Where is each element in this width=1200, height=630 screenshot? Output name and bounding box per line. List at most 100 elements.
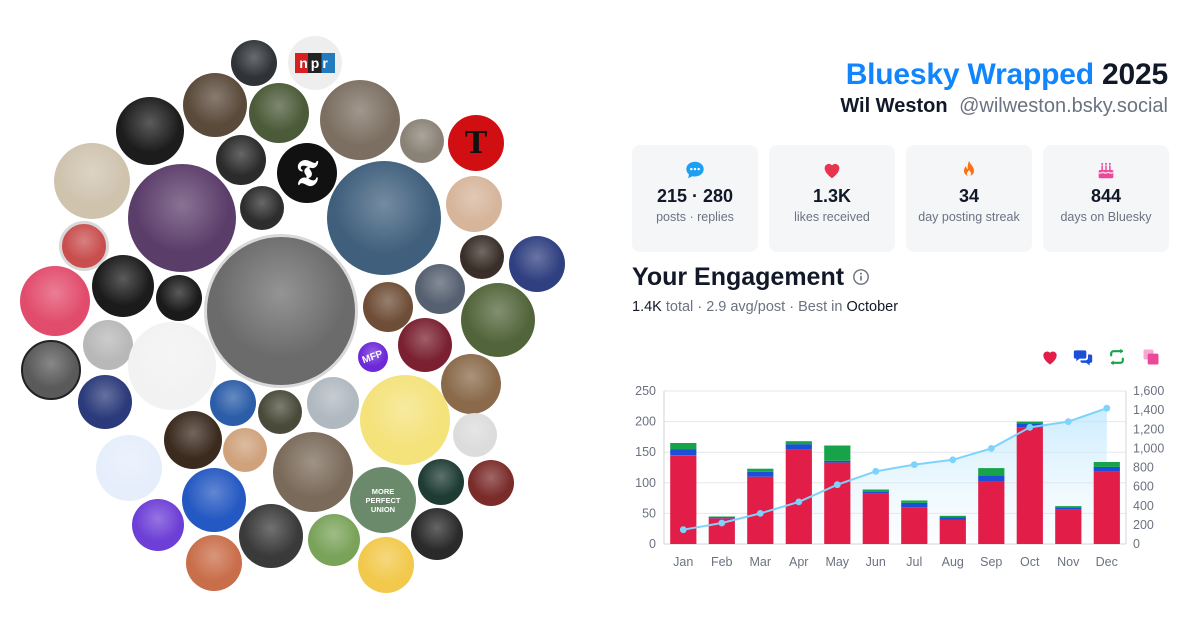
avatar-boy[interactable] (363, 282, 413, 332)
avatar-bw-man[interactable] (360, 375, 450, 465)
avatar-man-hat[interactable] (418, 459, 464, 505)
repost-icon[interactable] (1107, 347, 1127, 367)
user-line: Wil Weston @wilweston.bsky.social (840, 95, 1168, 118)
avatar-man-party[interactable] (132, 499, 184, 551)
avatar-possum[interactable] (20, 266, 90, 336)
nyt-logo[interactable]: 𝕿 (277, 143, 337, 203)
bar-segment (1016, 427, 1043, 544)
avatar-blonde-woman[interactable] (54, 143, 130, 219)
avatar-bottle[interactable] (441, 354, 501, 414)
avatar-young-man[interactable] (182, 468, 246, 532)
info-icon[interactable] (852, 268, 870, 286)
avatar-musician[interactable] (400, 119, 444, 163)
y-left-tick-label: 250 (635, 384, 656, 398)
avatar-man-tie[interactable] (411, 508, 463, 560)
avatar-suit-man[interactable] (415, 264, 465, 314)
avatar-bald-glasses[interactable] (83, 320, 133, 370)
stat-card-days: 844 days on Bluesky (1043, 145, 1169, 252)
page-title: Bluesky Wrapped 2025 (846, 58, 1168, 92)
avatar-woman-dark[interactable] (453, 413, 497, 457)
bar-segment (824, 462, 851, 544)
avatar-bearded-man[interactable] (216, 135, 266, 185)
y-left-tick-label: 150 (635, 445, 656, 459)
avatar-cartoon-woman[interactable] (223, 428, 267, 472)
best-prefix: Best in (798, 299, 843, 315)
x-tick-label: May (825, 555, 849, 569)
stat-label: day posting streak (918, 210, 1020, 224)
avatar-blackwhite-man[interactable] (231, 40, 277, 86)
posts-area (683, 408, 1107, 544)
y-right-tick-label: 200 (1133, 518, 1154, 532)
bar-segment (1055, 507, 1082, 510)
avatar-pride-flag[interactable] (92, 255, 154, 317)
avatar-bald-older[interactable] (468, 460, 514, 506)
npr-logo[interactable]: npr (288, 36, 342, 90)
posts-point (949, 456, 957, 464)
avatar-dark-hair[interactable] (116, 97, 184, 165)
bar-segment (862, 493, 889, 544)
quote-icon[interactable] (1141, 347, 1161, 367)
nyt-logo-text: 𝕿 (295, 151, 319, 194)
posts-point (1103, 404, 1111, 412)
avatar-bw-portrait[interactable] (156, 275, 202, 321)
posts-point (718, 519, 726, 527)
avatar-man-sunglasses[interactable] (249, 83, 309, 143)
avatar-man-mask[interactable] (320, 80, 400, 160)
avatar-shield-cross[interactable] (128, 322, 216, 410)
posts-point (795, 498, 803, 506)
posts-point (987, 445, 995, 452)
y-right-tick-label: 1,400 (1133, 403, 1164, 417)
posts-point (1064, 418, 1072, 425)
avatar-couple[interactable] (183, 73, 247, 137)
stat-card-likes: 1.3K likes received (769, 145, 895, 252)
avatar-bald-man[interactable] (446, 176, 502, 232)
avatar-redhead[interactable] (240, 186, 284, 230)
y-right-tick-label: 1,000 (1133, 441, 1164, 455)
bar-segment (824, 460, 851, 463)
avatar-man-plaid[interactable] (308, 514, 360, 566)
avatar-cows[interactable] (186, 535, 242, 591)
avatar-woman-news[interactable] (398, 318, 452, 372)
avatar-older-man[interactable] (258, 390, 302, 434)
avatar-w-logo[interactable] (210, 380, 256, 426)
avatar-more-perfect-union[interactable]: MORE PERFECT UNION (350, 467, 416, 533)
cake-icon (1098, 162, 1114, 179)
avatar-bearded-mainuser[interactable] (59, 221, 109, 271)
bar-segment (1093, 466, 1120, 472)
posts-point (1026, 423, 1034, 431)
display-name: Wil Weston (840, 95, 948, 117)
posts-point (833, 481, 841, 489)
bar-segment (747, 471, 774, 477)
avatar-grey-suit[interactable] (307, 377, 359, 429)
posts-point (679, 526, 687, 534)
avatar-man-smiling[interactable] (239, 504, 303, 568)
avatar-cartoon-cap[interactable] (358, 537, 414, 593)
avatar-horse[interactable] (460, 235, 504, 279)
bar-segment (939, 515, 966, 517)
avatar-goat[interactable] (461, 283, 535, 357)
avatar-dancer[interactable] (509, 236, 565, 292)
engagement-average: 2.9 avg/post (706, 299, 786, 315)
avatar-cartoon-man[interactable] (78, 375, 132, 429)
avatar-man-flag[interactable] (21, 340, 81, 400)
heart-icon (824, 163, 840, 179)
bar-segment (785, 441, 812, 445)
avatar-wolf-logo[interactable] (204, 234, 358, 388)
avatar-mfp-logo-text: MFP (361, 348, 385, 366)
avatar-red-t[interactable]: T (448, 115, 504, 171)
y-left-tick-label: 100 (635, 476, 656, 490)
avatar-man-hoodie[interactable] (327, 161, 441, 275)
posts-point (756, 510, 764, 517)
heart-icon[interactable] (1040, 347, 1060, 367)
posts-point (910, 461, 918, 468)
avatar-man-cat[interactable] (164, 411, 222, 469)
bar-segment (708, 517, 735, 519)
avatar-cartoon-beard[interactable] (96, 435, 162, 501)
avatar-guy-glasses[interactable] (273, 432, 353, 512)
avatar-mfp-logo[interactable]: MFP (358, 342, 388, 372)
avatar-man-glasses-purple[interactable] (128, 164, 236, 272)
bar-segment (901, 500, 928, 503)
engagement-total: 1.4K (632, 299, 662, 315)
stat-label: likes received (794, 210, 870, 224)
reply-bubbles-icon[interactable] (1073, 347, 1093, 367)
